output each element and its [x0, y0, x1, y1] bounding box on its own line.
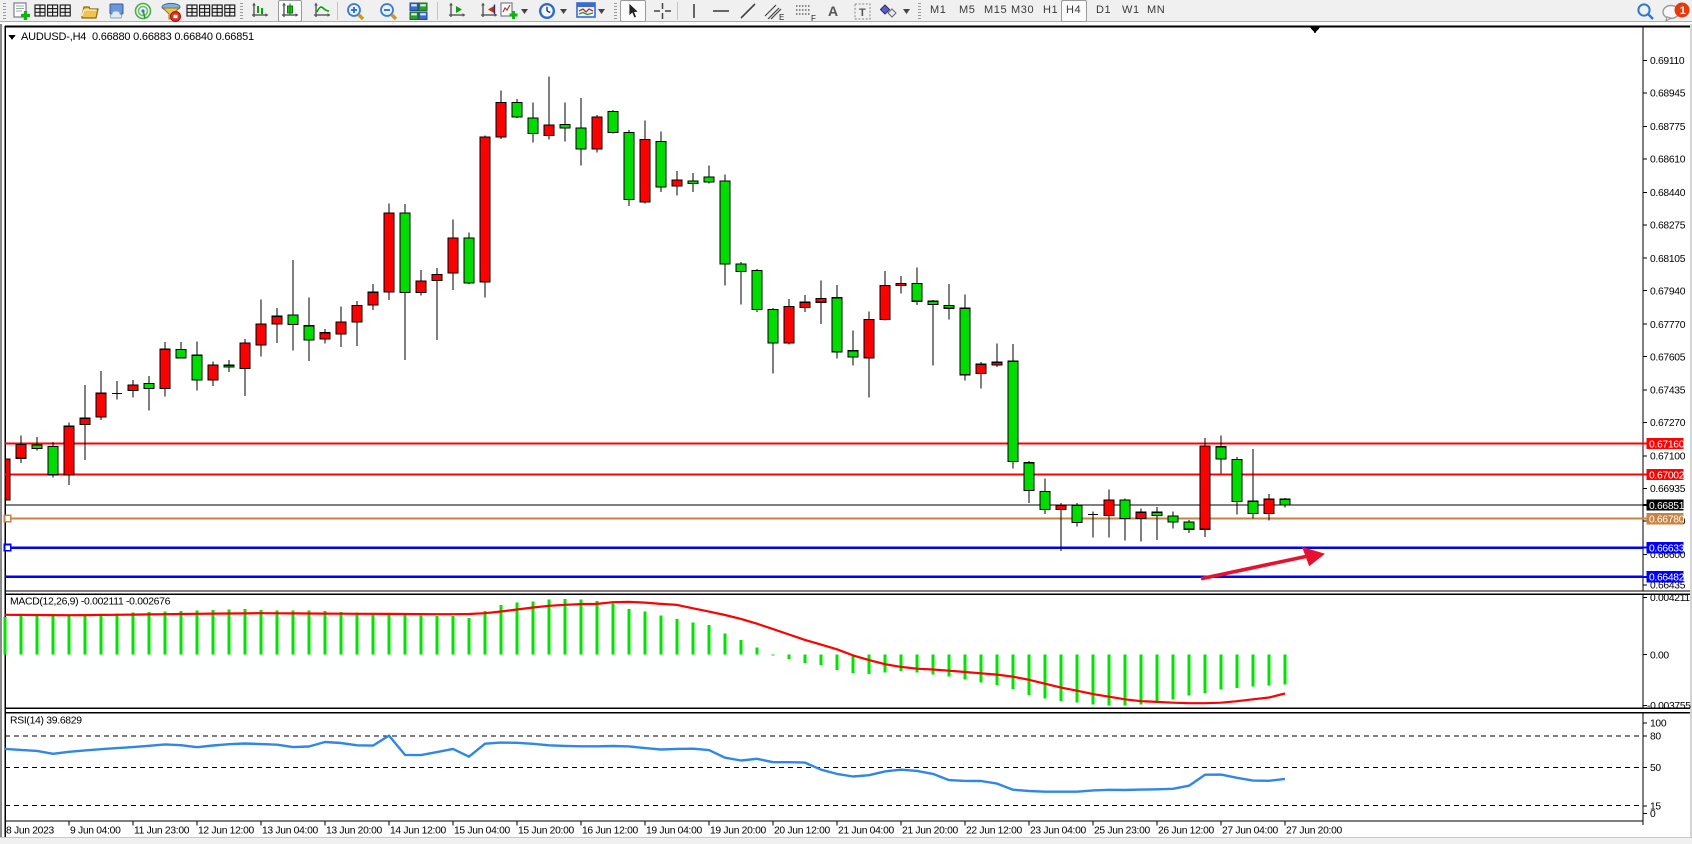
svg-text:0.68440: 0.68440 [1650, 188, 1686, 199]
svg-text:0.66780: 0.66780 [1649, 515, 1685, 526]
svg-text:16 Jun 12:00: 16 Jun 12:00 [582, 826, 639, 837]
svg-text:15 Jun 04:00: 15 Jun 04:00 [454, 826, 511, 837]
svg-text:13 Jun 20:00: 13 Jun 20:00 [326, 826, 383, 837]
svg-text:0.004211: 0.004211 [1650, 593, 1690, 604]
svg-text:1: 1 [1680, 5, 1686, 17]
svg-text:0.67940: 0.67940 [1650, 286, 1686, 297]
svg-text:23 Jun 04:00: 23 Jun 04:00 [1030, 826, 1087, 837]
svg-text:0.66600: 0.66600 [1650, 550, 1686, 561]
svg-text:0.68775: 0.68775 [1650, 122, 1686, 133]
svg-text:0.67605: 0.67605 [1650, 352, 1686, 363]
svg-text:15 Jun 20:00: 15 Jun 20:00 [518, 826, 575, 837]
svg-text:11 Jun 23:00: 11 Jun 23:00 [134, 826, 190, 837]
svg-text:27 Jun 20:00: 27 Jun 20:00 [1286, 826, 1343, 837]
svg-text:80: 80 [1650, 732, 1661, 743]
svg-text:T: T [859, 7, 866, 19]
svg-text:0.68610: 0.68610 [1650, 155, 1686, 166]
svg-text:0.67770: 0.67770 [1650, 320, 1686, 331]
svg-text:8 Jun 2023: 8 Jun 2023 [6, 826, 55, 837]
svg-text:0.67002: 0.67002 [1649, 470, 1685, 481]
svg-text:0.67270: 0.67270 [1650, 418, 1686, 429]
svg-text:22 Jun 12:00: 22 Jun 12:00 [966, 826, 1023, 837]
svg-text:0.67435: 0.67435 [1650, 386, 1686, 397]
svg-text:50: 50 [1650, 763, 1661, 774]
svg-text:0: 0 [1650, 809, 1656, 820]
svg-text:0.66435: 0.66435 [1650, 581, 1686, 592]
svg-text:0.67160: 0.67160 [1649, 439, 1685, 450]
svg-text:AUDUSD-,H4 0.66880 0.66883 0.: AUDUSD-,H4 0.66880 0.66883 0.66840 0.668… [21, 31, 254, 43]
svg-text:12 Jun 12:00: 12 Jun 12:00 [198, 826, 255, 837]
svg-text:15: 15 [1650, 802, 1661, 813]
svg-text:0.66851: 0.66851 [1649, 501, 1685, 512]
svg-text:13 Jun 04:00: 13 Jun 04:00 [262, 826, 319, 837]
svg-text:0.66633: 0.66633 [1649, 544, 1685, 555]
svg-text:0.69110: 0.69110 [1650, 56, 1685, 67]
svg-text:20 Jun 12:00: 20 Jun 12:00 [774, 826, 831, 837]
svg-text:0.68945: 0.68945 [1650, 89, 1686, 100]
svg-text:27 Jun 04:00: 27 Jun 04:00 [1222, 826, 1279, 837]
svg-text:19 Jun 04:00: 19 Jun 04:00 [646, 826, 703, 837]
svg-text:E: E [779, 13, 784, 22]
svg-text:0.00: 0.00 [1650, 650, 1669, 661]
svg-text:26 Jun 12:00: 26 Jun 12:00 [1158, 826, 1215, 837]
svg-text:100: 100 [1650, 719, 1667, 730]
svg-text:0.66935: 0.66935 [1650, 484, 1686, 495]
svg-text:0.67100: 0.67100 [1650, 452, 1686, 463]
svg-text:14 Jun 12:00: 14 Jun 12:00 [390, 826, 447, 837]
svg-text:21 Jun 04:00: 21 Jun 04:00 [838, 826, 895, 837]
svg-text:RSI(14) 39.6829: RSI(14) 39.6829 [10, 716, 82, 727]
svg-text:0.68105: 0.68105 [1650, 254, 1686, 265]
svg-text:0.68275: 0.68275 [1650, 220, 1686, 231]
svg-text:F: F [811, 14, 816, 22]
svg-text:9 Jun 04:00: 9 Jun 04:00 [70, 826, 121, 837]
svg-text:-0.003755: -0.003755 [1647, 701, 1691, 712]
svg-text:21 Jun 20:00: 21 Jun 20:00 [902, 826, 959, 837]
svg-text:25 Jun 23:00: 25 Jun 23:00 [1094, 826, 1151, 837]
svg-text:19 Jun 20:00: 19 Jun 20:00 [710, 826, 767, 837]
svg-text:0.66482: 0.66482 [1649, 573, 1685, 584]
svg-text:MACD(12,26,9) -0.002111 -0.002: MACD(12,26,9) -0.002111 -0.002676 [10, 597, 171, 608]
